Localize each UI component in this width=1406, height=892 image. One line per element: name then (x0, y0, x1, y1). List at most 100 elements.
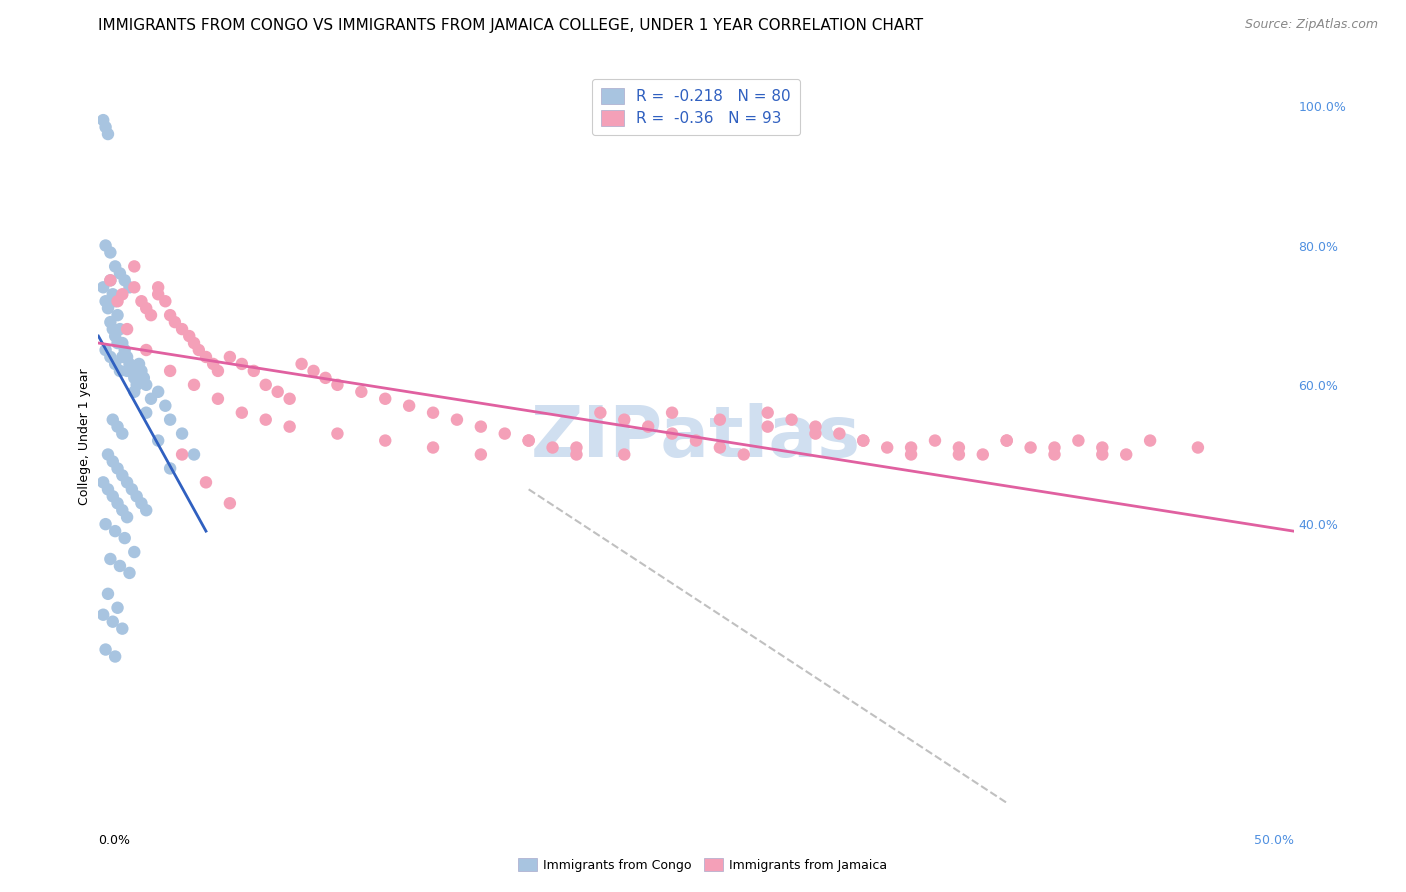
Point (1067, 434, 1090, 448)
Point (254, 412, 277, 426)
Point (900, 441, 922, 455)
Point (111, 336, 134, 351)
Point (1115, 448, 1137, 462)
Point (118, 566, 141, 580)
Point (179, 329, 201, 343)
Point (108, 364, 131, 378)
Point (231, 357, 253, 371)
Point (398, 399, 420, 413)
Point (121, 483, 143, 497)
Point (494, 426, 516, 441)
Point (107, 461, 129, 475)
Point (207, 364, 229, 378)
Point (101, 615, 124, 629)
Text: IMMIGRANTS FROM CONGO VS IMMIGRANTS FROM JAMAICA COLLEGE, UNDER 1 YEAR CORRELATI: IMMIGRANTS FROM CONGO VS IMMIGRANTS FROM… (98, 18, 924, 33)
Point (125, 489, 148, 503)
Point (97, 587, 120, 601)
Point (125, 377, 148, 392)
Point (207, 392, 229, 406)
Point (135, 301, 157, 316)
Point (995, 434, 1018, 448)
Point (183, 377, 205, 392)
Point (155, 294, 177, 309)
Point (94, 642, 117, 657)
Point (98, 315, 122, 329)
Point (1019, 441, 1042, 455)
Point (107, 600, 129, 615)
Point (159, 364, 181, 378)
Point (111, 622, 134, 636)
Point (148, 434, 170, 448)
Point (183, 448, 205, 462)
Point (98, 245, 122, 260)
Point (107, 496, 129, 510)
Point (132, 371, 155, 385)
Point (852, 434, 875, 448)
Point (124, 371, 146, 385)
Point (1043, 448, 1066, 462)
Point (194, 475, 218, 490)
Point (98, 552, 122, 566)
Point (111, 503, 134, 517)
Point (756, 419, 779, 434)
Point (111, 350, 134, 364)
Point (267, 384, 290, 399)
Point (1139, 434, 1161, 448)
Point (94, 343, 117, 357)
Point (637, 419, 659, 434)
Point (101, 412, 124, 426)
Point (589, 406, 612, 420)
Point (972, 448, 994, 462)
Point (115, 350, 138, 364)
Point (107, 308, 129, 322)
Point (924, 434, 946, 448)
Point (97, 301, 120, 316)
Point (131, 496, 153, 510)
Point (374, 434, 396, 448)
Point (101, 489, 124, 503)
Point (97, 127, 120, 141)
Point (326, 377, 349, 392)
Point (104, 329, 127, 343)
Point (159, 412, 181, 426)
Point (108, 558, 131, 573)
Point (111, 287, 134, 301)
Point (685, 434, 707, 448)
Point (187, 343, 209, 357)
Point (108, 266, 131, 280)
Point (97, 483, 120, 497)
Point (661, 426, 683, 441)
Point (254, 377, 277, 392)
Point (104, 649, 127, 664)
Point (194, 350, 218, 364)
Point (94, 238, 117, 252)
Point (91, 280, 114, 294)
Point (278, 419, 301, 434)
Point (828, 426, 851, 441)
Point (202, 357, 225, 371)
Point (131, 294, 153, 309)
Point (91, 113, 114, 128)
Point (115, 364, 138, 378)
Point (804, 426, 827, 441)
Point (1187, 441, 1209, 455)
Point (118, 280, 141, 294)
Legend: R =  -0.218   N = 80, R =  -0.36   N = 93: R = -0.218 N = 80, R = -0.36 N = 93 (592, 79, 800, 136)
Point (114, 273, 136, 287)
Point (172, 426, 194, 441)
Point (98, 273, 122, 287)
Point (709, 441, 731, 455)
Point (422, 441, 444, 455)
Point (148, 287, 170, 301)
Point (804, 419, 827, 434)
Point (98, 273, 122, 287)
Point (900, 448, 922, 462)
Point (159, 308, 181, 322)
Point (1091, 441, 1114, 455)
Point (315, 371, 337, 385)
Point (565, 441, 588, 455)
Point (291, 357, 314, 371)
Point (104, 524, 127, 538)
Point (115, 322, 138, 336)
Point (148, 384, 170, 399)
